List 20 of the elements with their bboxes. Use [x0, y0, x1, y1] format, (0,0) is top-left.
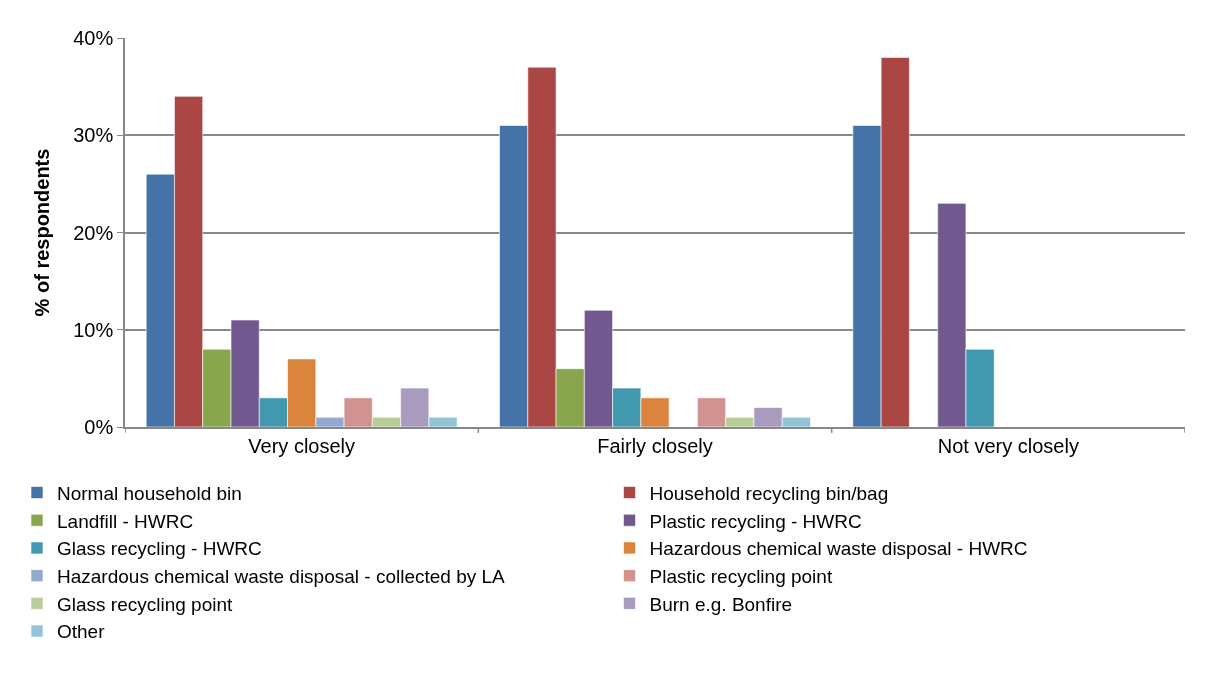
- x-tick-label: Fairly closely: [597, 434, 713, 457]
- legend-label: Plastic recycling point: [649, 566, 833, 588]
- legend-label: Hazardous chemical waste disposal - HWRC: [649, 538, 1028, 560]
- y-tick-label: 30%: [73, 124, 114, 147]
- legend-label: Normal household bin: [57, 482, 242, 504]
- x-tick-label: Not very closely: [937, 434, 1079, 457]
- y-tick-label: 20%: [73, 221, 114, 244]
- legend-label: Glass recycling point: [57, 593, 234, 615]
- legend-label: Burn e.g. Bonfire: [649, 593, 793, 615]
- legend-label: Household recycling bin/bag: [649, 482, 889, 504]
- legend-label: Landfill - HWRC: [57, 510, 194, 532]
- legend-label: Hazardous chemical waste disposal - collected by LA: [57, 566, 506, 588]
- x-tick-label: Very closely: [248, 434, 356, 457]
- y-tick-label: 0%: [84, 416, 114, 438]
- legend-label: Plastic recycling - HWRC: [649, 510, 862, 532]
- legend-label: Other: [57, 621, 106, 643]
- y-tick-label: 40%: [73, 27, 114, 49]
- y-tick-label: 10%: [73, 318, 114, 341]
- y-axis-title: % of respondents: [31, 148, 54, 317]
- legend-label: Glass recycling - HWRC: [57, 538, 262, 560]
